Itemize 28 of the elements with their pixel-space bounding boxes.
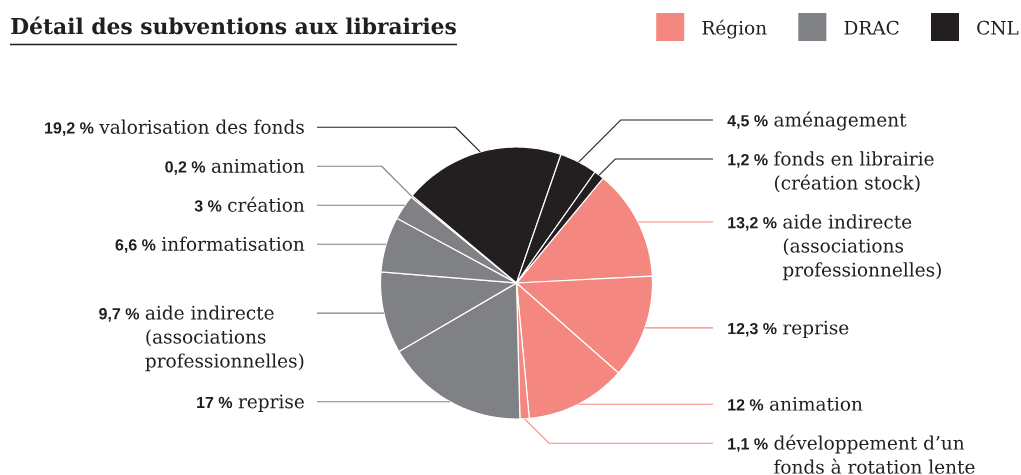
slice-label: développement d’un fonds à rotation lente [774, 434, 975, 474]
slice-label: création [228, 196, 305, 212]
data-label: 3 % [194, 200, 222, 212]
data-label: 17 % [197, 396, 233, 409]
data-label: 1,1 % [728, 438, 768, 452]
text: CNL [977, 20, 1019, 35]
data-label: 0,2 % [165, 161, 206, 175]
slice-label: fonds en librairie (création stock) [774, 151, 934, 193]
data-label: 12 % [728, 399, 764, 411]
slice-label: aide indirecte (associations professionnelles) [145, 305, 304, 372]
slice-label: reprise [238, 394, 304, 413]
text: DRAC [844, 20, 899, 35]
data-label: 12,3 % [728, 322, 777, 337]
text: Région [702, 19, 767, 39]
data-label: 13,2 % [728, 217, 777, 231]
data-label: 1,2 % [728, 154, 768, 168]
chart-title: Détail des subventions aux librairies [11, 16, 456, 35]
slice-label: informatisation [161, 236, 305, 251]
data-label: 6,6 % [115, 239, 156, 253]
slice-label: animation [769, 396, 863, 411]
data-label: 19,2 % [45, 122, 94, 136]
slice-label: aménagement [774, 111, 907, 131]
data-label: 4,5 % [727, 115, 768, 129]
slice-label: animation [211, 159, 305, 173]
data-label: 9,7 % [99, 308, 140, 322]
slice-label: reprise [783, 320, 849, 339]
slice-label: aide indirecte (associations professionnelles) [782, 214, 941, 281]
slice-label: valorisation des fonds [99, 119, 304, 134]
